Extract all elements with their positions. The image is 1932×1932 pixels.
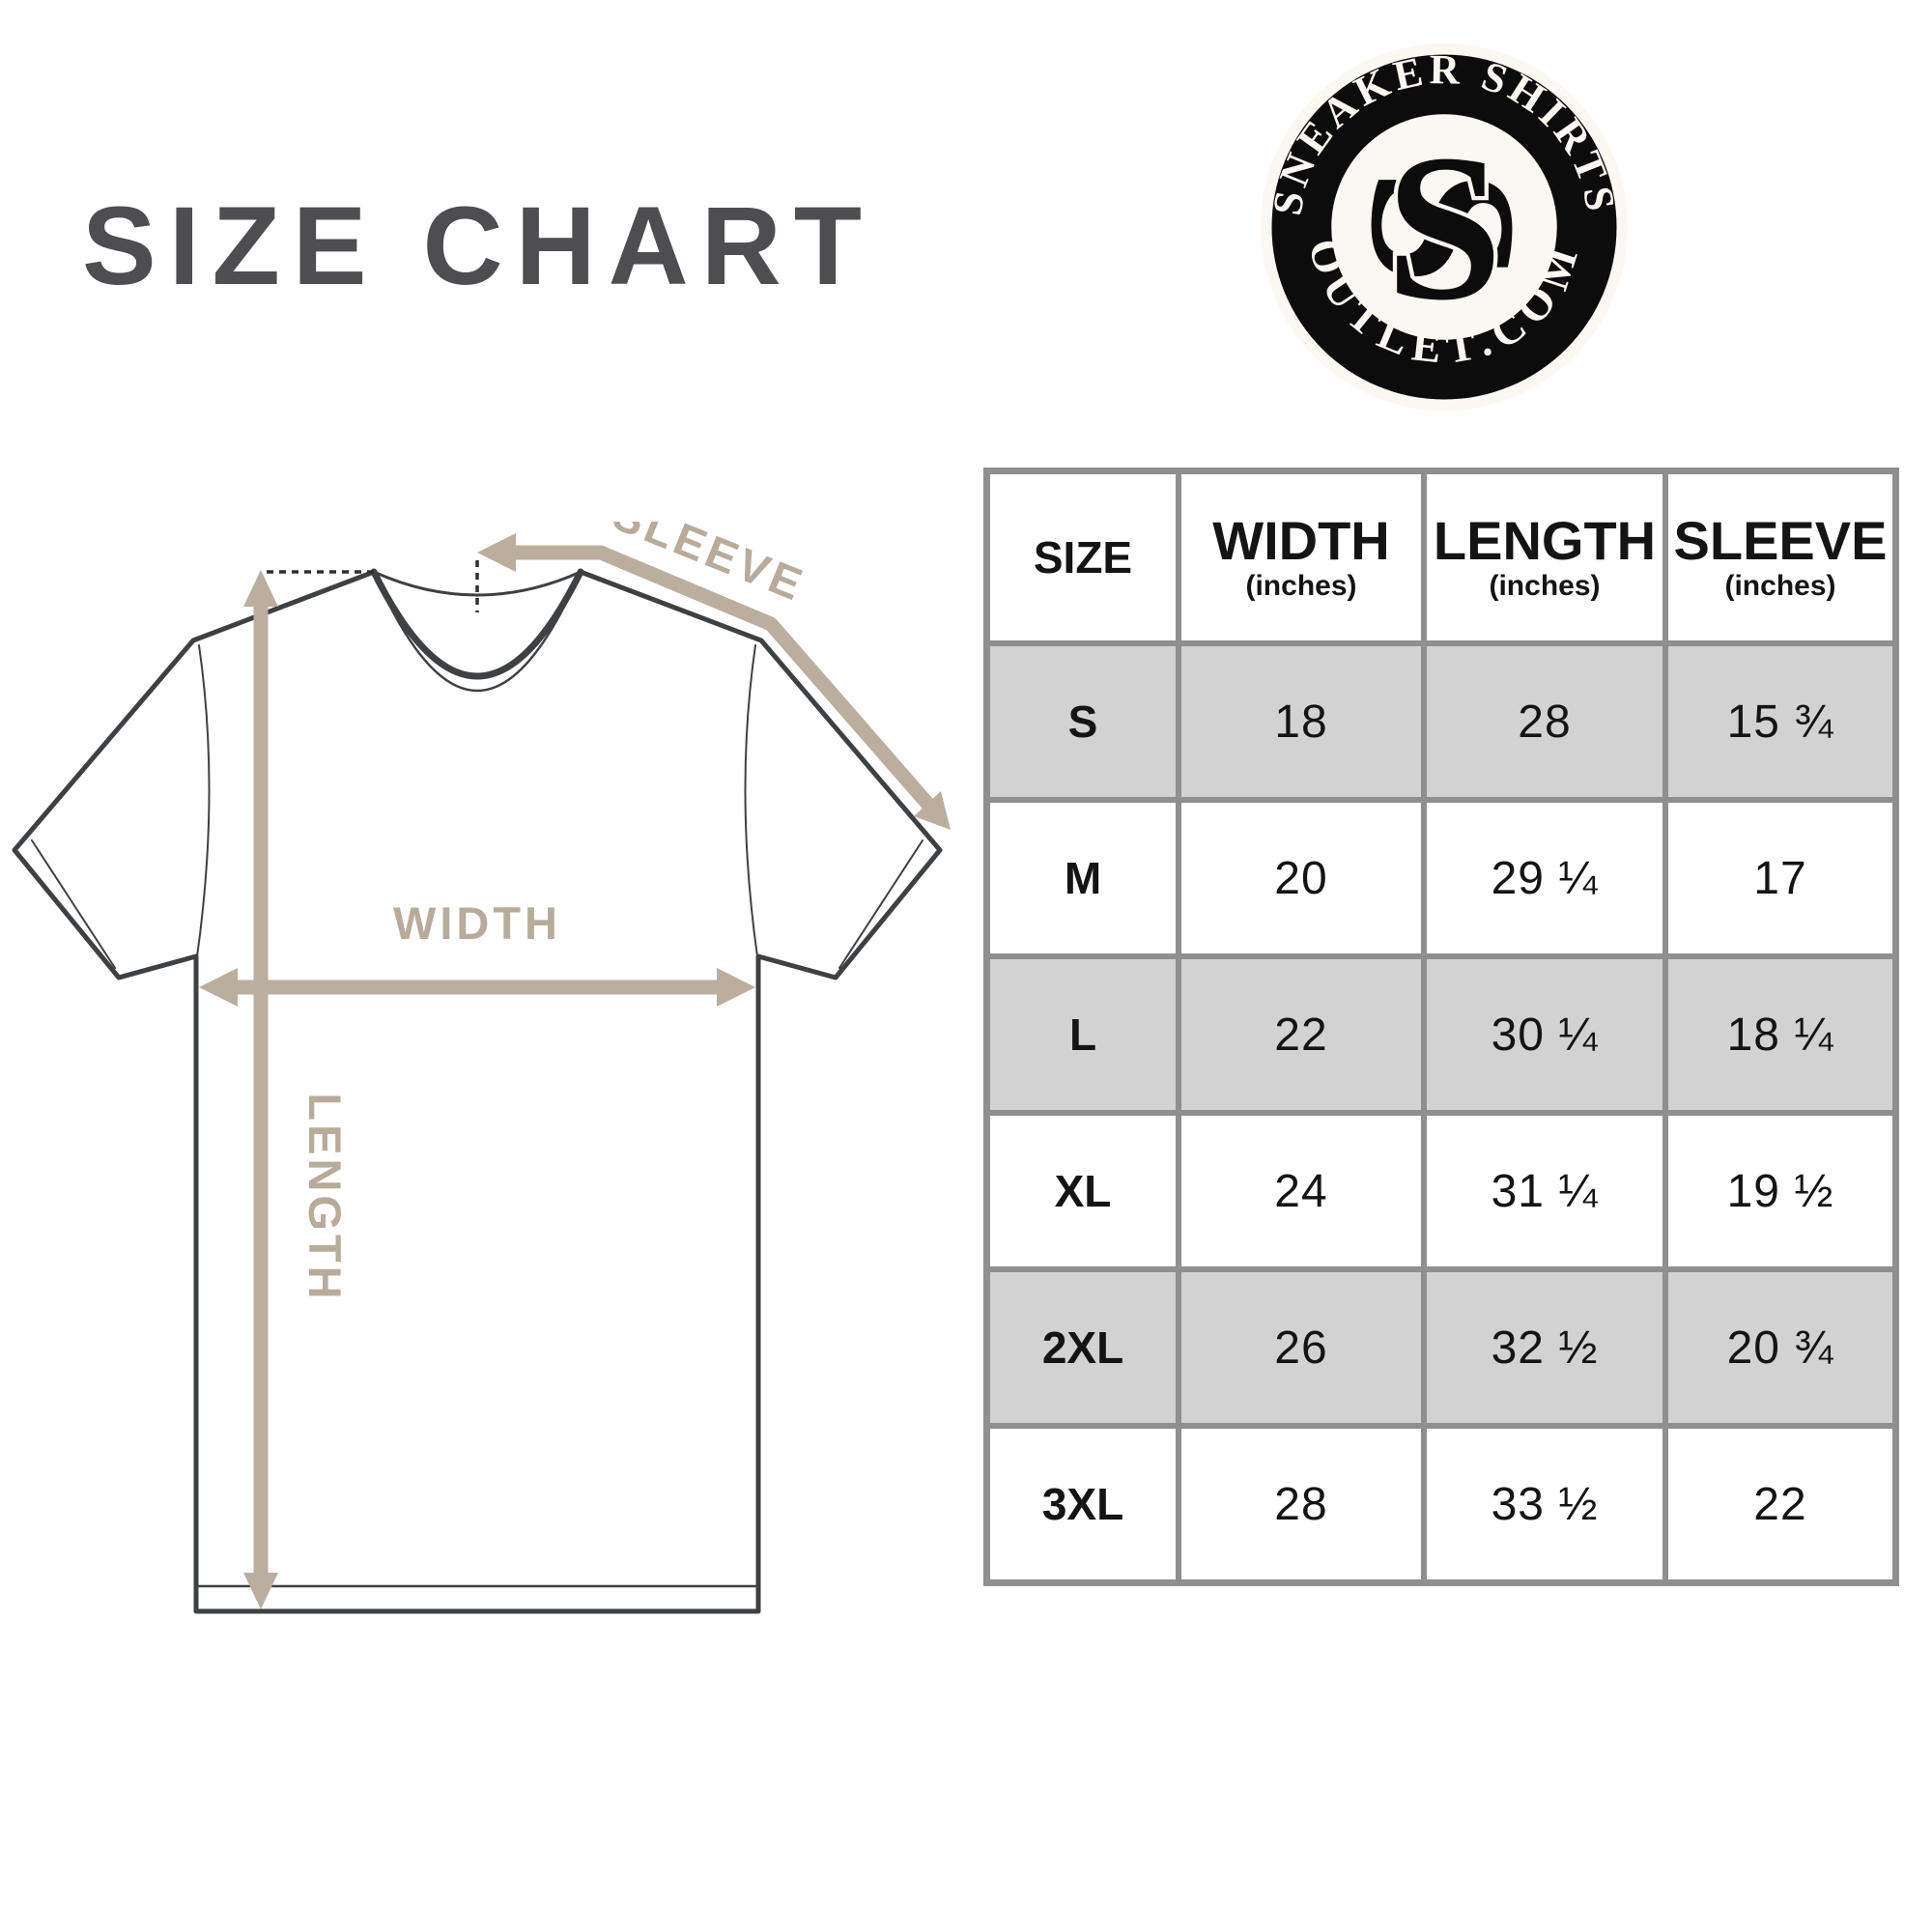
table-row-m-sleeve: 17 bbox=[1668, 803, 1892, 953]
table-row-2xl-length: 32 ½ bbox=[1427, 1272, 1662, 1423]
sleeve-value: 20 ¾ bbox=[1726, 1321, 1834, 1374]
table-row-xl-size: XL bbox=[990, 1116, 1176, 1266]
table-row-s-size: S bbox=[990, 646, 1176, 797]
table-row-3xl-length: 33 ½ bbox=[1427, 1429, 1662, 1579]
width-arrowhead-right bbox=[717, 968, 755, 1007]
collar-rib-line bbox=[370, 568, 584, 680]
sleeve-value: 15 ¾ bbox=[1726, 696, 1834, 748]
width-label: WIDTH bbox=[393, 897, 561, 949]
table-row-m-size: M bbox=[990, 803, 1176, 953]
table-row-xl-length: 31 ¼ bbox=[1427, 1116, 1662, 1266]
page-title: SIZE CHART bbox=[82, 185, 874, 308]
logo-inner-disc bbox=[1331, 114, 1557, 340]
width-value: 18 bbox=[1274, 696, 1328, 748]
size-table: SIZE WIDTH (inches) LENGTH (inches) SLEE… bbox=[983, 468, 1899, 1586]
length-value: 28 bbox=[1518, 696, 1572, 748]
width-value: 28 bbox=[1274, 1478, 1328, 1530]
table-row-l-sleeve: 18 ¼ bbox=[1668, 959, 1892, 1110]
table-row-l-size: L bbox=[990, 959, 1176, 1110]
size-label: M bbox=[1064, 853, 1102, 903]
header-label: SLEEVE bbox=[1673, 510, 1888, 572]
header-cell-size: SIZE bbox=[990, 474, 1176, 640]
sleeve-value: 19 ½ bbox=[1726, 1165, 1834, 1217]
size-label: S bbox=[1067, 696, 1098, 747]
sleeve-value: 22 bbox=[1753, 1478, 1807, 1530]
table-row-xl-width: 24 bbox=[1181, 1116, 1421, 1266]
svg-text:S: S bbox=[1386, 111, 1503, 343]
length-value: 29 ¼ bbox=[1491, 852, 1599, 904]
header-label: LENGTH bbox=[1433, 510, 1657, 572]
header-units: (inches) bbox=[1245, 569, 1357, 602]
length-value: 31 ¼ bbox=[1491, 1165, 1599, 1217]
width-value: 20 bbox=[1274, 852, 1328, 904]
logo-ss-monogram-icon: S S bbox=[1323, 107, 1564, 348]
length-arrowhead-bottom bbox=[243, 1573, 278, 1609]
table-row-l-length: 30 ¼ bbox=[1427, 959, 1662, 1110]
length-arrow bbox=[243, 570, 278, 1609]
header-label: WIDTH bbox=[1212, 510, 1390, 572]
cuff-seam-left bbox=[31, 839, 116, 969]
armhole-seam-left bbox=[196, 644, 211, 957]
width-value: 26 bbox=[1274, 1321, 1328, 1374]
length-value: 33 ½ bbox=[1491, 1478, 1599, 1530]
table-row-s-sleeve: 15 ¾ bbox=[1668, 646, 1892, 797]
table-row-2xl-sleeve: 20 ¾ bbox=[1668, 1272, 1892, 1423]
width-value: 24 bbox=[1274, 1165, 1328, 1217]
width-arrow bbox=[199, 968, 755, 1007]
collar-outer-line bbox=[372, 570, 582, 692]
collar-back-line bbox=[372, 570, 582, 597]
tshirt-measurement-diagram: WIDTH LENGTH SLEEVE bbox=[12, 522, 951, 1614]
table-row-s-width: 18 bbox=[1181, 646, 1421, 797]
table-row-2xl-size: 2XL bbox=[990, 1272, 1176, 1423]
table-row-2xl-width: 26 bbox=[1181, 1272, 1421, 1423]
table-row-3xl-width: 28 bbox=[1181, 1429, 1421, 1579]
length-value: 30 ¼ bbox=[1491, 1009, 1599, 1061]
size-label: 2XL bbox=[1041, 1322, 1124, 1373]
header-label: SIZE bbox=[1033, 531, 1133, 582]
header-units: (inches) bbox=[1489, 569, 1601, 602]
width-value: 22 bbox=[1274, 1009, 1328, 1061]
size-label: 3XL bbox=[1041, 1479, 1124, 1529]
brand-logo: SNEAKER SHIRTS OUTLET.COM S S bbox=[1260, 43, 1629, 412]
sleeve-arrowhead-left bbox=[477, 533, 516, 572]
guide-dotted-lines bbox=[267, 560, 479, 612]
sleeve-value: 18 ¼ bbox=[1726, 1009, 1834, 1061]
cuff-seam-right bbox=[838, 839, 923, 969]
length-arrowhead-top bbox=[243, 570, 278, 607]
sleeve-arrow bbox=[477, 533, 951, 830]
sleeve-value: 17 bbox=[1753, 852, 1807, 904]
width-arrowhead-left bbox=[199, 968, 238, 1007]
armhole-seam-right bbox=[744, 644, 758, 957]
size-label: L bbox=[1068, 1009, 1097, 1060]
header-cell-sleeve: SLEEVE (inches) bbox=[1668, 474, 1892, 640]
table-row-m-length: 29 ¼ bbox=[1427, 803, 1662, 953]
length-value: 32 ½ bbox=[1491, 1321, 1599, 1374]
svg-text:S: S bbox=[1328, 169, 1560, 286]
table-row-l-width: 22 bbox=[1181, 959, 1421, 1110]
tshirt-outline bbox=[12, 568, 943, 1614]
header-cell-width: WIDTH (inches) bbox=[1181, 474, 1421, 640]
sleeve-arrowhead-end bbox=[914, 791, 951, 830]
length-label: LENGTH bbox=[299, 1093, 351, 1302]
header-units: (inches) bbox=[1724, 569, 1836, 602]
table-row-3xl-size: 3XL bbox=[990, 1429, 1176, 1579]
table-row-s-length: 28 bbox=[1427, 646, 1662, 797]
table-row-xl-sleeve: 19 ½ bbox=[1668, 1116, 1892, 1266]
header-cell-length: LENGTH (inches) bbox=[1427, 474, 1662, 640]
table-row-3xl-sleeve: 22 bbox=[1668, 1429, 1892, 1579]
size-label: XL bbox=[1054, 1166, 1112, 1216]
table-row-m-width: 20 bbox=[1181, 803, 1421, 953]
